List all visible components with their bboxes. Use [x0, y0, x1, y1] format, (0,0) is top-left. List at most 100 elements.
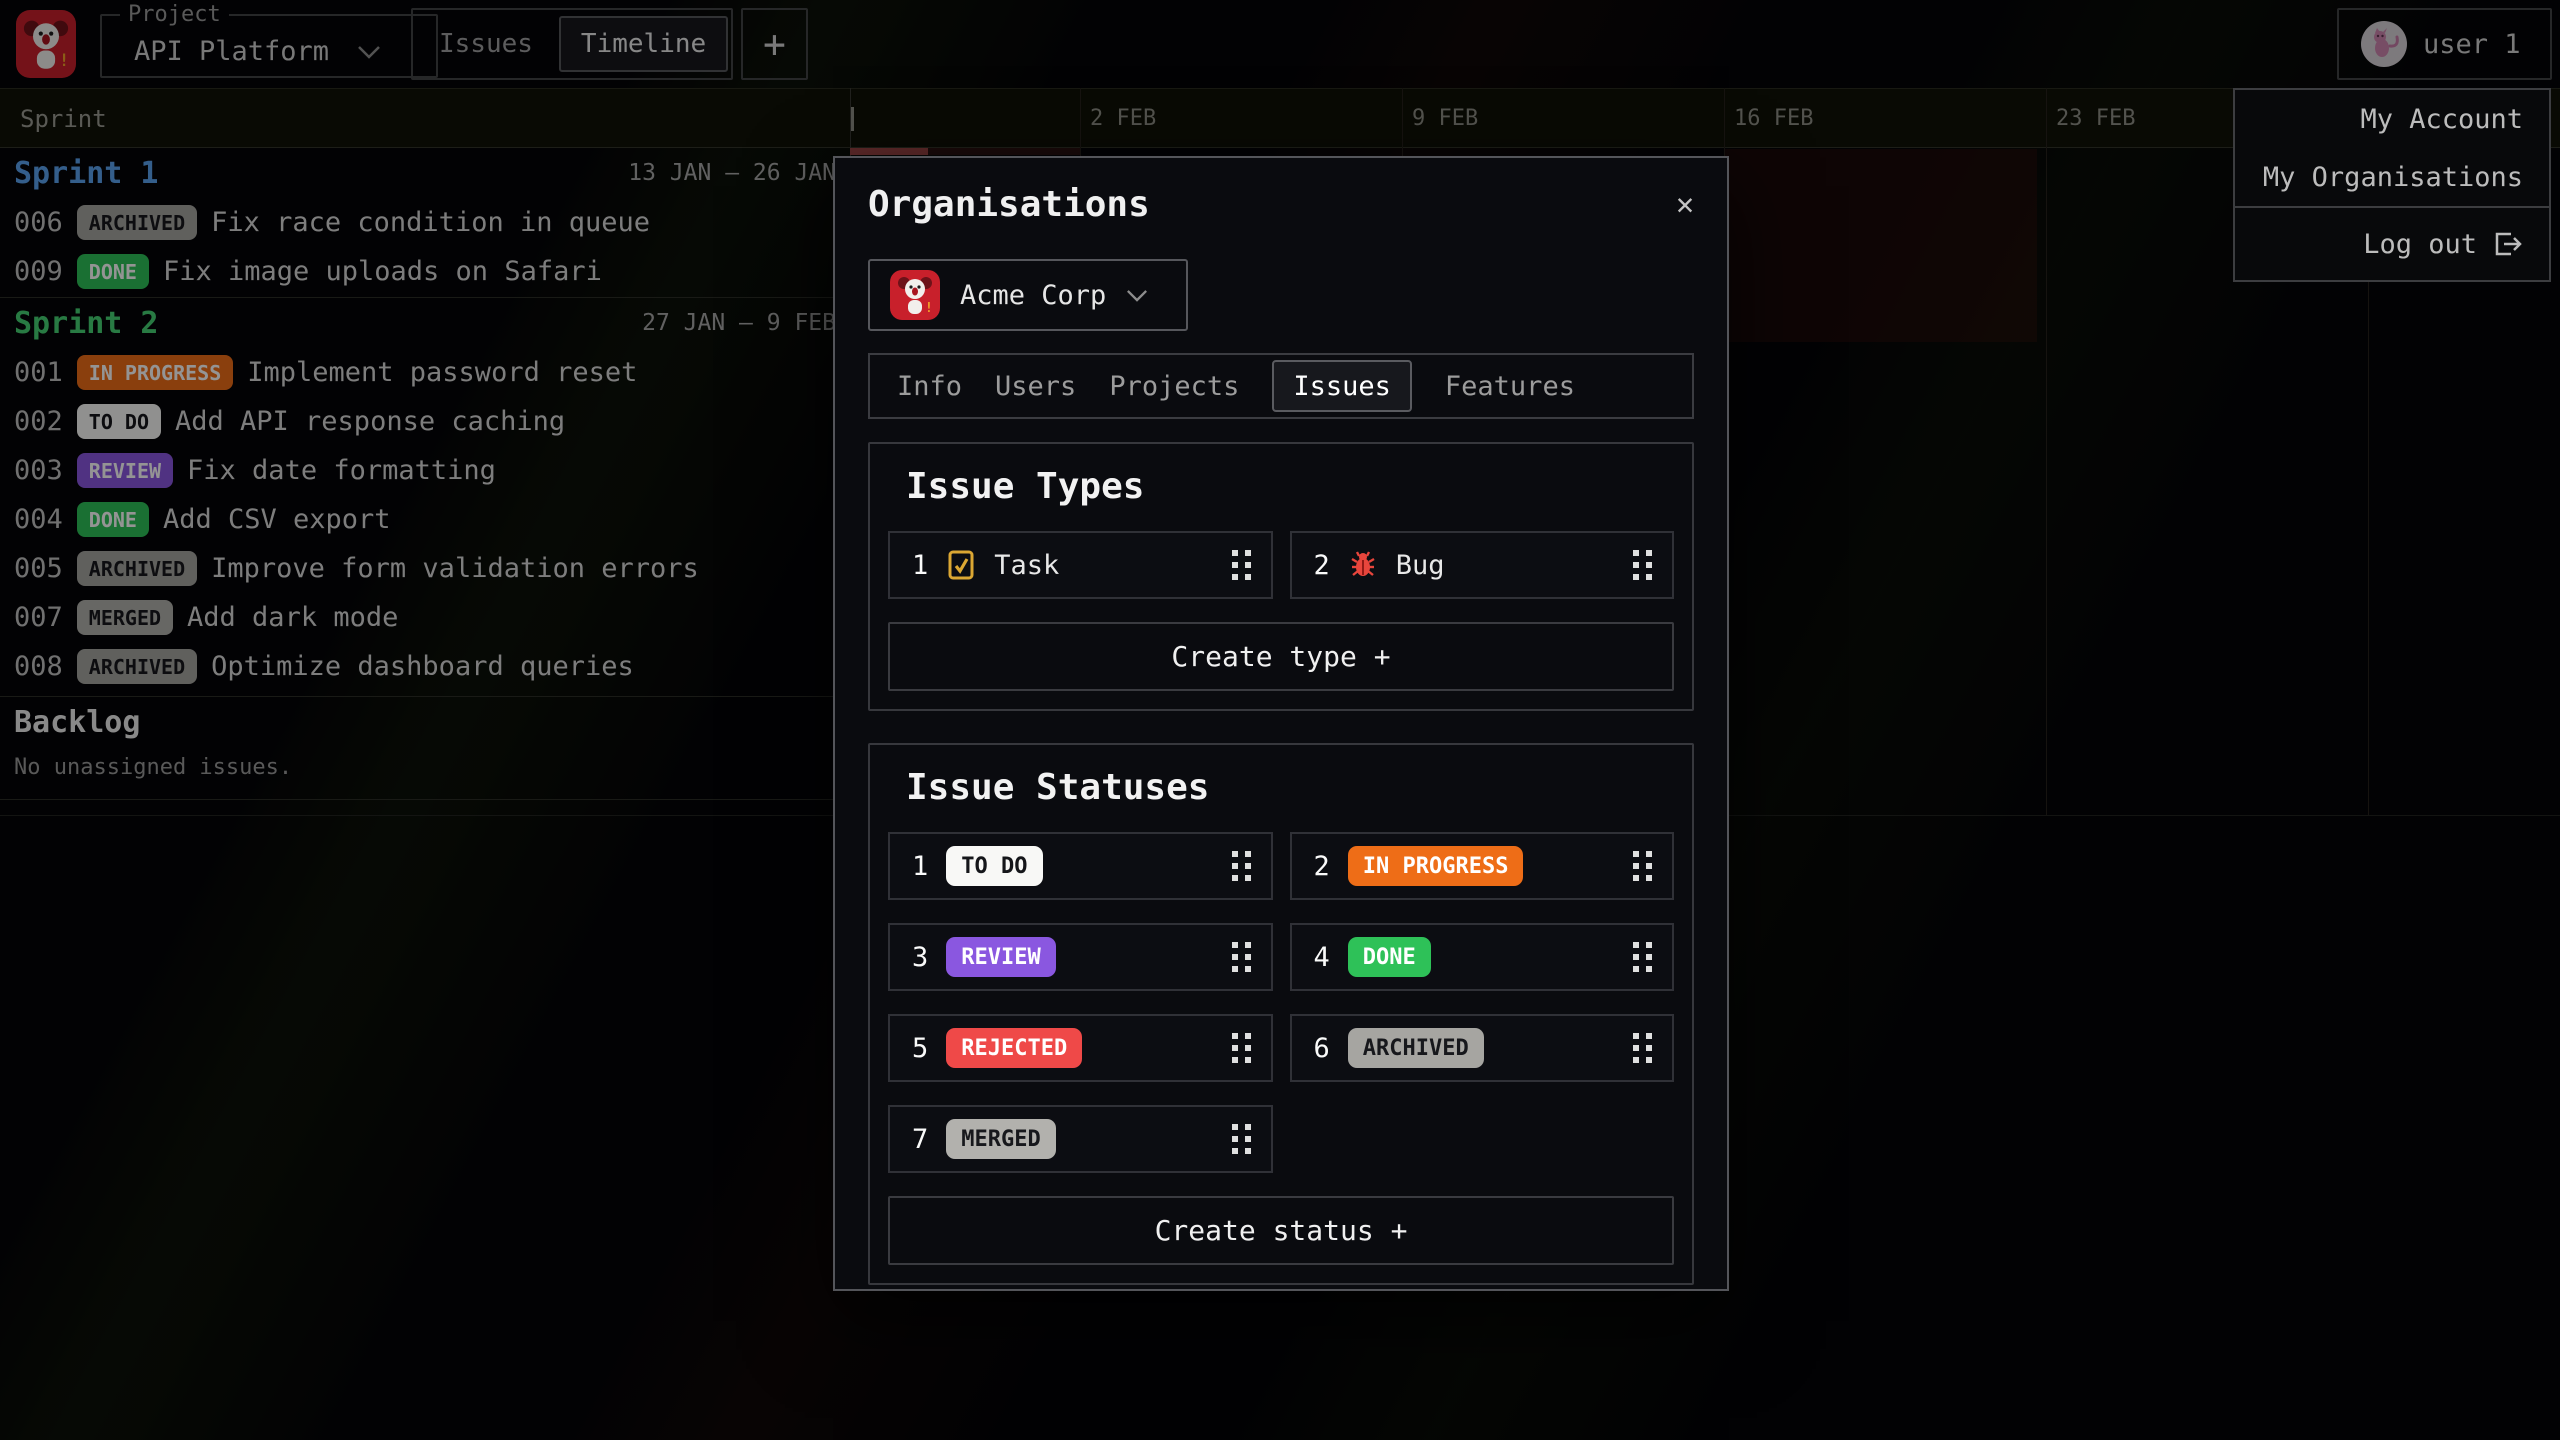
date-header: 16 FEB	[1734, 106, 1814, 131]
bug-icon	[1351, 551, 1375, 576]
issue-row[interactable]: 009 DONE Fix image uploads on Safari	[0, 247, 850, 296]
svg-text:!: !	[59, 50, 69, 70]
clipped-date-label	[851, 107, 854, 131]
project-selector[interactable]: Project API Platform	[100, 2, 438, 78]
sprint-date-range: 13 JAN – 26 JAN	[628, 160, 836, 186]
user-name: user 1	[2423, 28, 2521, 60]
issue-type-card[interactable]: 1 Task	[888, 531, 1273, 599]
status-badge: IN PROGRESS	[76, 355, 234, 390]
issue-status-card[interactable]: 3 REVIEW	[888, 923, 1273, 991]
status-badge: ARCHIVED	[76, 551, 198, 586]
issue-id: 008	[14, 651, 63, 682]
sprint-name[interactable]: Sprint 2	[14, 305, 159, 341]
user-menu-button[interactable]: user 1	[2337, 8, 2552, 80]
tab-timeline[interactable]: Timeline	[558, 16, 729, 72]
organisations-modal: Organisations ✕ ! Acme Corp Info Users P…	[833, 156, 1729, 1291]
issue-status-card[interactable]: 7 MERGED	[888, 1105, 1273, 1173]
modal-tabs: Info Users Projects Issues Features	[868, 353, 1694, 419]
user-dropdown-menu: My Account My Organisations Log out	[2233, 88, 2551, 282]
issue-row[interactable]: 005 ARCHIVED Improve form validation err…	[0, 544, 850, 593]
tab-users[interactable]: Users	[995, 370, 1077, 402]
status-badge: REVIEW	[76, 453, 174, 488]
issue-id: 004	[14, 504, 63, 535]
date-header: 23 FEB	[2056, 106, 2136, 131]
org-name: Acme Corp	[960, 279, 1107, 311]
drag-handle-icon[interactable]	[1633, 942, 1652, 972]
status-badge: MERGED	[76, 600, 174, 635]
org-selector[interactable]: ! Acme Corp	[868, 259, 1188, 331]
tab-projects[interactable]: Projects	[1109, 370, 1240, 402]
status-badge: ARCHIVED	[76, 649, 198, 684]
issue-type-card[interactable]: 2 Bug	[1289, 531, 1674, 599]
issue-status-card[interactable]: 5 REJECTED	[888, 1014, 1273, 1082]
drag-handle-icon[interactable]	[1231, 851, 1251, 881]
menu-divider	[2235, 206, 2549, 208]
status-badge: ARCHIVED	[76, 205, 198, 240]
status-badge: DONE	[76, 502, 149, 537]
drag-handle-icon[interactable]	[1231, 550, 1251, 580]
tab-issues[interactable]: Issues	[439, 29, 533, 59]
issue-row[interactable]: 007 MERGED Add dark mode	[0, 593, 850, 642]
sprint-date-range: 27 JAN – 9 FEB	[642, 310, 836, 336]
status-badge: REVIEW	[946, 937, 1056, 977]
tab-features[interactable]: Features	[1444, 370, 1575, 402]
tab-issues-settings[interactable]: Issues	[1272, 360, 1412, 412]
create-type-button[interactable]: Create type +	[888, 622, 1674, 691]
issue-statuses-section: Issue Statuses 1 TO DO 2 IN PROGRESS 3 R…	[868, 743, 1694, 1285]
issue-row[interactable]: 006 ARCHIVED Fix race condition in queue	[0, 198, 850, 247]
issue-id: 002	[14, 406, 63, 437]
grid-line	[2368, 88, 2369, 815]
sprint-name[interactable]: Sprint 1	[14, 155, 159, 191]
issue-title: Add CSV export	[162, 504, 391, 535]
topbar: ! Project API Platform Issues Timeline +	[0, 0, 2560, 88]
drag-handle-icon[interactable]	[1231, 1124, 1251, 1154]
drag-handle-icon[interactable]	[1633, 1033, 1652, 1063]
issue-title: Improve form validation errors	[211, 553, 699, 584]
status-order: 5	[912, 1032, 929, 1064]
app-logo-icon[interactable]: !	[16, 10, 76, 78]
task-checkbox-icon	[948, 550, 974, 580]
issue-row[interactable]: 003 REVIEW Fix date formatting	[0, 446, 850, 495]
issue-status-card[interactable]: 6 ARCHIVED	[1289, 1014, 1674, 1082]
issue-id: 001	[14, 357, 63, 388]
issue-id: 005	[14, 553, 63, 584]
drag-handle-icon[interactable]	[1231, 942, 1251, 972]
create-status-button[interactable]: Create status +	[888, 1196, 1674, 1265]
menu-item-my-account[interactable]: My Account	[2360, 103, 2523, 135]
issue-types-title: Issue Types	[906, 466, 1145, 507]
backlog-title: Backlog	[14, 704, 141, 740]
view-switcher: Issues Timeline	[411, 8, 733, 80]
project-name: API Platform	[134, 36, 330, 67]
issue-title: Fix date formatting	[187, 455, 496, 486]
add-view-button[interactable]: +	[741, 8, 808, 80]
status-badge: REJECTED	[946, 1028, 1083, 1068]
tab-info[interactable]: Info	[897, 370, 963, 402]
issue-title: Fix image uploads on Safari	[162, 256, 602, 287]
issue-row[interactable]: 002 TO DO Add API response caching	[0, 397, 850, 446]
issue-status-card[interactable]: 2 IN PROGRESS	[1289, 832, 1674, 900]
current-week-marker	[850, 148, 928, 155]
status-order: 7	[912, 1123, 929, 1155]
drag-handle-icon[interactable]	[1231, 1033, 1251, 1063]
status-badge: MERGED	[946, 1119, 1056, 1159]
issue-row[interactable]: 001 IN PROGRESS Implement password reset	[0, 348, 850, 397]
issue-row[interactable]: 004 DONE Add CSV export	[0, 495, 850, 544]
date-header: 2 FEB	[1090, 106, 1157, 131]
issue-title: Add API response caching	[175, 406, 566, 437]
issue-status-card[interactable]: 1 TO DO	[888, 832, 1273, 900]
status-badge: IN PROGRESS	[1347, 846, 1524, 886]
issue-title: Fix race condition in queue	[211, 207, 651, 238]
issue-row[interactable]: 008 ARCHIVED Optimize dashboard queries	[0, 642, 850, 691]
drag-handle-icon[interactable]	[1633, 550, 1652, 580]
menu-item-log-out[interactable]: Log out	[2235, 208, 2549, 280]
svg-text:!: !	[925, 301, 933, 316]
issue-id: 006	[14, 207, 63, 238]
drag-handle-icon[interactable]	[1633, 851, 1652, 881]
close-icon[interactable]: ✕	[1675, 187, 1694, 222]
issue-status-card[interactable]: 4 DONE	[1289, 923, 1674, 991]
type-name: Task	[994, 549, 1060, 581]
issue-title: Optimize dashboard queries	[211, 651, 634, 682]
type-order: 1	[912, 549, 929, 581]
type-name: Bug	[1395, 549, 1445, 581]
menu-item-my-organisations[interactable]: My Organisations	[2262, 161, 2523, 193]
